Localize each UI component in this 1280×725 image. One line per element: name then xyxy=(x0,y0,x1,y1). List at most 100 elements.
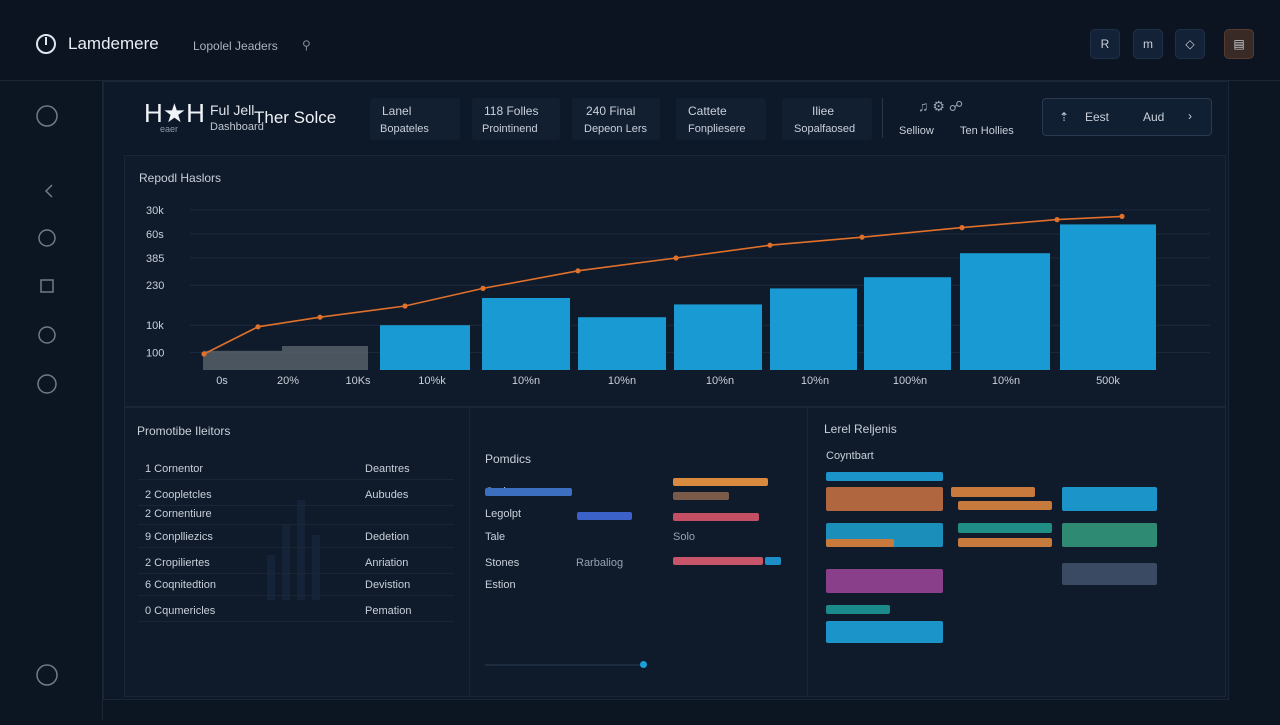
card[interactable] xyxy=(958,501,1052,510)
button-label: Eest xyxy=(1085,110,1110,124)
subtitle: Lopolel Jeaders xyxy=(193,39,278,53)
bar xyxy=(578,317,666,370)
row-name: 1 Cornentor xyxy=(145,463,204,475)
card[interactable] xyxy=(826,605,890,614)
sidebar xyxy=(0,81,103,720)
row-name: 6 Coqnitedtion xyxy=(145,579,216,591)
card[interactable] xyxy=(958,523,1052,533)
panel-title: Promotibe Ileitors xyxy=(137,424,231,438)
metric-label: Stones xyxy=(485,557,520,569)
row-status: Aubudes xyxy=(365,489,409,501)
x-tick-label: 10%n xyxy=(992,375,1020,387)
row-status: Devistion xyxy=(365,579,411,591)
stat-value: Cattete xyxy=(688,104,727,118)
stat-card[interactable]: Iliee Sopalfaosed xyxy=(782,98,872,140)
y-tick-label: 230 xyxy=(146,280,164,292)
metrics-panel xyxy=(469,407,808,697)
card[interactable] xyxy=(958,538,1052,547)
line-point xyxy=(767,242,773,248)
logo-caption: eaer xyxy=(160,124,179,134)
stat-card[interactable]: 240 Final Depeon Lers xyxy=(572,98,660,140)
card[interactable] xyxy=(826,569,943,593)
stat-card[interactable]: Cattete Fonpliesere xyxy=(676,98,766,140)
stat-label: Bopateles xyxy=(380,123,429,135)
line-point xyxy=(255,324,261,330)
x-tick-label: 10%k xyxy=(418,375,446,387)
stat-label: Prointinend xyxy=(482,123,538,135)
line-point xyxy=(959,225,965,231)
x-tick-label: 500k xyxy=(1096,375,1120,387)
x-tick-label: 0s xyxy=(216,375,228,387)
bar xyxy=(673,478,768,486)
card[interactable] xyxy=(951,487,1035,497)
action-button[interactable]: ⇡ Eest Aud › xyxy=(1042,98,1212,136)
bar xyxy=(380,325,470,370)
icon-button[interactable]: m xyxy=(1133,29,1163,59)
bar xyxy=(673,492,729,500)
sidebar-icons[interactable] xyxy=(0,81,102,720)
card[interactable] xyxy=(1062,523,1157,547)
link[interactable]: Selliow xyxy=(899,125,934,137)
line-point xyxy=(859,234,865,240)
row-divider xyxy=(138,479,454,480)
card[interactable] xyxy=(826,539,894,547)
line-point xyxy=(673,255,679,261)
row-status: Deantres xyxy=(365,463,410,475)
line-point xyxy=(1119,213,1125,219)
row-status: Dedetion xyxy=(365,531,410,543)
stat-value: Lanel xyxy=(382,104,412,118)
bar xyxy=(577,512,632,520)
brand-icon xyxy=(36,34,56,54)
bar xyxy=(960,253,1050,370)
background-bars xyxy=(267,500,320,600)
line-point xyxy=(480,285,486,291)
logo: H★H xyxy=(144,98,205,128)
stat-card[interactable]: Lanel Bopateles xyxy=(370,98,460,140)
bar xyxy=(203,350,282,370)
icon: ⇡ xyxy=(1059,110,1070,124)
icon-button[interactable]: ▤ xyxy=(1224,29,1254,59)
stat-value: 240 Final xyxy=(586,104,636,118)
x-tick-label: 10%n xyxy=(801,375,829,387)
card[interactable] xyxy=(1062,487,1157,511)
x-tick-label: 100%n xyxy=(893,375,927,387)
card[interactable] xyxy=(1062,563,1157,585)
row-name: 2 Cornentiure xyxy=(145,508,212,520)
bar xyxy=(482,298,570,370)
stat-label: Sopalfaosed xyxy=(794,123,856,135)
row-name: 0 Cqumericles xyxy=(145,605,216,617)
y-tick-label: 10k xyxy=(146,320,164,332)
bar xyxy=(770,288,857,370)
icon: ♫ ⚙ ☍ xyxy=(918,98,964,114)
link[interactable]: Ten Hollies xyxy=(960,125,1014,137)
chart-title: Repodl Haslors xyxy=(139,171,222,185)
y-tick-label: 385 xyxy=(146,253,164,265)
search-icon[interactable]: ⚲ xyxy=(302,38,311,52)
stat-value: Iliee xyxy=(812,104,835,118)
stat-value: 118 Folles xyxy=(484,104,539,118)
title-overlay: Ther Solce xyxy=(254,108,337,127)
title: Dashboard xyxy=(210,121,264,133)
brand: Lamdemere xyxy=(68,34,159,53)
row-divider xyxy=(138,573,454,574)
bar xyxy=(485,488,572,496)
icon-button[interactable]: R xyxy=(1090,29,1120,59)
card[interactable] xyxy=(826,487,943,511)
stat-card[interactable]: 118 Folles Prointinend xyxy=(472,98,560,140)
row-name: 2 Cropiliertes xyxy=(145,557,210,569)
panel-title: Pomdics xyxy=(485,452,532,466)
card[interactable] xyxy=(826,472,943,481)
line-point xyxy=(575,268,581,274)
icon-button[interactable]: ◇ xyxy=(1175,29,1205,59)
x-tick-label: 10%n xyxy=(608,375,636,387)
line-point xyxy=(317,314,323,320)
stat-label: Fonpliesere xyxy=(688,123,746,135)
row-name: 2 Coopletcles xyxy=(145,489,212,501)
card[interactable] xyxy=(826,621,943,643)
bar xyxy=(1060,224,1156,370)
bar xyxy=(673,557,763,565)
panel-subtitle: Coyntbart xyxy=(826,450,874,462)
